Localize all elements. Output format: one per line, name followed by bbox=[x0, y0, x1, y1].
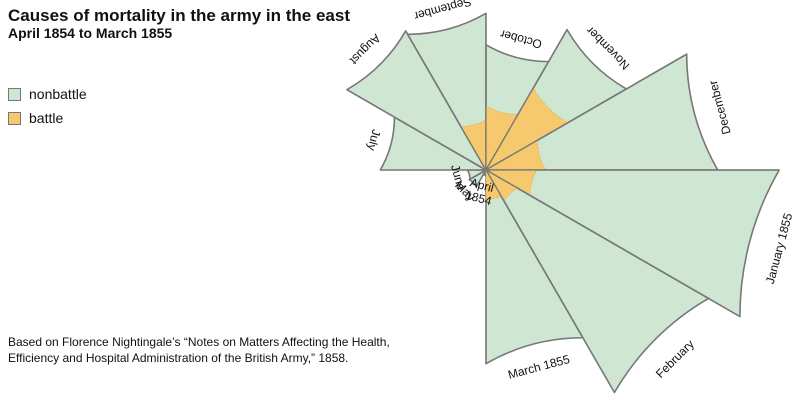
legend-swatch-nonbattle bbox=[8, 87, 21, 101]
month-label-june: June bbox=[448, 163, 468, 192]
wedge-divider-september bbox=[407, 34, 487, 171]
nonbattle-wedge-may bbox=[468, 169, 487, 188]
month-label-september: September bbox=[413, 0, 473, 23]
month-label-august: August bbox=[347, 31, 384, 68]
wedge-divider-august bbox=[346, 89, 487, 171]
wedge-divider-march-1855 bbox=[485, 169, 584, 339]
wedge-divider-december bbox=[485, 53, 688, 171]
source-caption-line-1: Based on Florence Nightingale’s “Notes o… bbox=[8, 335, 390, 349]
nonbattle-wedge-january-1855 bbox=[485, 169, 780, 318]
month-label-january-1855: January 1855 bbox=[763, 211, 795, 285]
legend-label-battle: battle bbox=[29, 110, 64, 126]
nonbattle-wedge-december bbox=[485, 53, 719, 171]
month-label-april-1854: April1854 bbox=[464, 175, 497, 208]
wedge-divider-november bbox=[485, 29, 568, 171]
month-label-july: July bbox=[365, 128, 384, 152]
nonbattle-wedge-february bbox=[485, 169, 710, 394]
wedge-layer bbox=[346, 12, 780, 394]
legend-swatch-battle bbox=[8, 111, 21, 125]
legend-item-nonbattle: nonbattle bbox=[8, 82, 87, 106]
month-label-december: December bbox=[706, 79, 734, 136]
month-label-february: February bbox=[653, 337, 697, 381]
month-label-october: October bbox=[499, 27, 544, 52]
wedge-divider-february bbox=[485, 169, 709, 299]
legend: nonbattle battle bbox=[8, 82, 87, 130]
source-caption-line-2: Efficiency and Hospital Administration o… bbox=[8, 351, 349, 365]
chart-title: Causes of mortality in the army in the e… bbox=[8, 6, 350, 25]
legend-item-battle: battle bbox=[8, 106, 87, 130]
month-label-march-1855: March 1855 bbox=[506, 352, 571, 382]
source-caption: Based on Florence Nightingale’s “Notes o… bbox=[8, 334, 428, 366]
chart-subtitle: April 1854 to March 1855 bbox=[8, 25, 173, 41]
nonbattle-wedge-march-1855 bbox=[485, 169, 584, 365]
legend-label-nonbattle: nonbattle bbox=[29, 86, 87, 102]
